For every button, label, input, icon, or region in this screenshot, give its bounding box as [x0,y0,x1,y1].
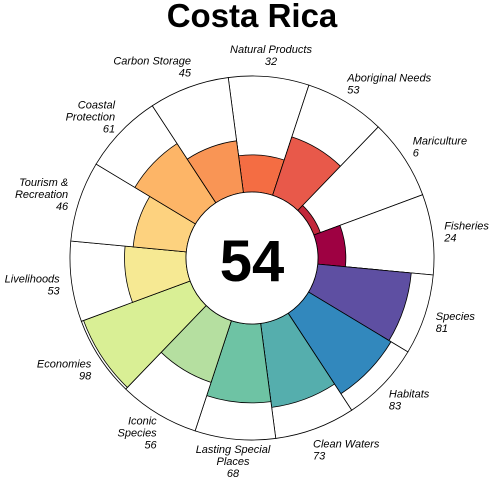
label-line-coastal-protection: Coastal [78,100,116,112]
label-carbon-storage: Carbon Storage 45 [113,56,192,80]
label-line-clean-waters: Clean Waters [313,438,380,450]
label-line-economies: Economies [37,359,92,371]
label-line-carbon-storage: Carbon Storage [113,56,191,68]
label-line-species: Species [436,311,476,323]
label-coastal-protection: Coastal Protection 61 [66,100,116,136]
label-line-aboriginal-needs: Aboriginal Needs [346,72,431,84]
label-line-fisheries: Fisheries [444,220,489,232]
label-line-lasting-special-places: Places [216,456,250,468]
label-tourism-recreation: Tourism & Recreation 46 [15,177,69,213]
value-habitats: 83 [389,401,402,413]
value-carbon-storage: 45 [179,68,192,80]
label-line-tourism-recreation: Recreation [15,189,68,201]
value-livelihoods: 53 [47,286,60,298]
value-tourism-recreation: 46 [56,201,69,213]
petals [69,75,435,441]
value-natural-products: 32 [265,56,277,68]
label-line-natural-products: Natural Products [230,44,312,56]
value-coastal-protection: 61 [103,124,115,136]
label-line-lasting-special-places: Lasting Special [196,444,271,456]
label-fisheries: Fisheries 24 [443,220,489,244]
label-line-livelihoods: Livelihoods [5,274,61,286]
label-aboriginal-needs: Aboriginal Needs 53 [346,72,431,96]
value-fisheries: 24 [443,232,456,244]
label-iconic-species: Iconic Species 56 [118,416,158,452]
label-line-habitats: Habitats [389,389,430,401]
label-lasting-special-places: Lasting Special Places 68 [196,444,271,480]
label-habitats: Habitats 83 [389,389,430,413]
chart-title: Costa Rica [167,0,338,34]
label-livelihoods: Livelihoods 53 [5,274,61,298]
value-aboriginal-needs: 53 [347,84,360,96]
label-line-mariculture: Mariculture [413,135,467,147]
label-line-tourism-recreation: Tourism & [19,177,68,189]
label-line-iconic-species: Iconic [128,416,157,428]
value-clean-waters: 73 [313,450,326,462]
value-economies: 98 [79,371,92,383]
label-line-coastal-protection: Protection [66,112,116,124]
label-mariculture: Mariculture 6 [413,135,467,159]
value-species: 81 [436,323,448,335]
value-mariculture: 6 [413,147,420,159]
label-species: Species 81 [436,311,476,335]
center-hole [185,191,319,325]
value-iconic-species: 56 [144,440,157,452]
label-line-iconic-species: Species [118,428,158,440]
value-lasting-special-places: 68 [227,468,240,480]
center-score: 54 [220,229,285,294]
label-natural-products: Natural Products 32 [230,44,312,68]
label-clean-waters: Clean Waters 73 [313,438,380,462]
label-economies: Economies 98 [37,359,92,383]
